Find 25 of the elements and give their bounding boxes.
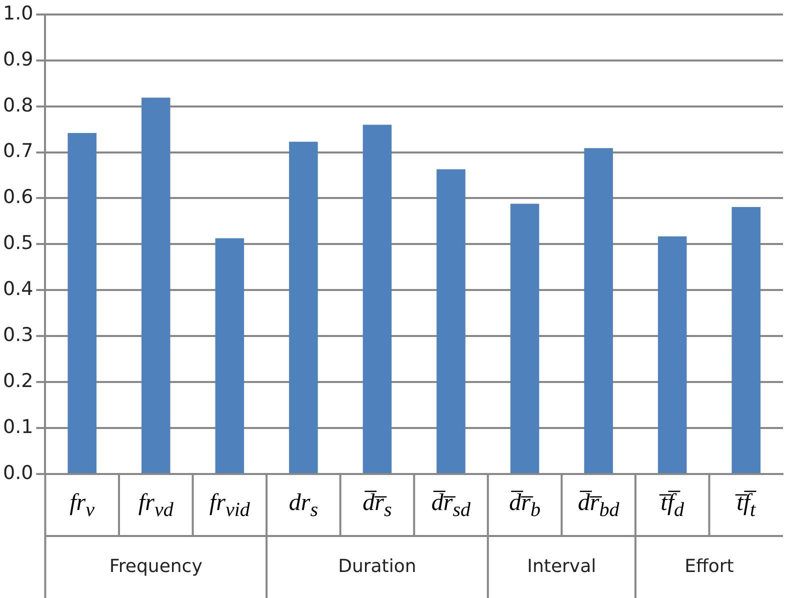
bar: [141, 98, 170, 473]
text: Interval: [526, 556, 598, 577]
bar: [510, 204, 540, 473]
bar: [362, 124, 392, 473]
text: Duration: [337, 556, 418, 577]
bar: [658, 236, 687, 473]
y-tick-label: 0.1: [3, 416, 34, 438]
text: Effort: [684, 556, 735, 577]
y-tick-label: 0.6: [3, 186, 34, 208]
bar: [215, 238, 244, 473]
y-tick-label: 0.5: [3, 232, 34, 254]
y-tick-label: 0.2: [3, 370, 34, 392]
bar: [732, 206, 760, 473]
bar: [584, 148, 613, 473]
y-tick-label: 0.7: [3, 140, 34, 162]
bar: [436, 169, 466, 473]
y-tick-label: 0.3: [3, 324, 34, 346]
y-tick-label: 0.4: [3, 278, 34, 300]
y-tick-label: 0.9: [3, 48, 34, 70]
y-tick-label: 1.0: [3, 2, 34, 24]
bar: [68, 132, 96, 473]
y-tick-label: 0.8: [3, 94, 34, 116]
bar: [289, 142, 318, 473]
text: Frequency: [108, 556, 204, 577]
y-tick-label: 0.0: [3, 462, 34, 484]
